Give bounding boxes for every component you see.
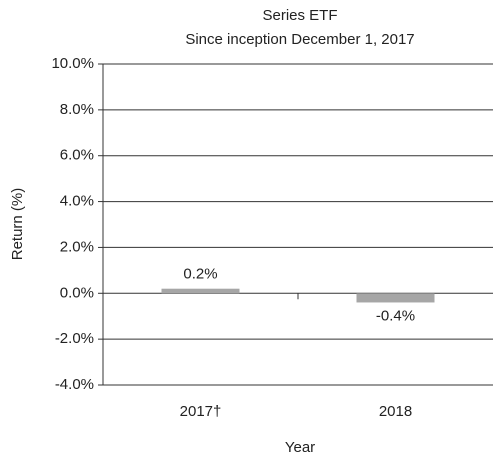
x-tick-label: 2018 <box>379 403 412 420</box>
y-tick-label: 4.0% <box>60 193 94 210</box>
y-tick-label: 0.0% <box>60 284 94 301</box>
y-tick-label: 2.0% <box>60 238 94 255</box>
chart-title: Series ETF <box>262 7 337 24</box>
y-tick-label: -4.0% <box>55 376 94 393</box>
data-label: 0.2% <box>183 266 217 283</box>
x-axis-label: Year <box>285 439 315 456</box>
x-tick-label: 2017† <box>180 403 222 420</box>
y-tick-label: 6.0% <box>60 147 94 164</box>
y-tick-label: -2.0% <box>55 330 94 347</box>
chart-subtitle: Since inception December 1, 2017 <box>185 31 414 48</box>
y-axis-label: Return (%) <box>9 188 26 261</box>
y-tick-label: 8.0% <box>60 101 94 118</box>
y-tick-label: 10.0% <box>51 55 94 72</box>
bar <box>356 293 435 303</box>
bar <box>161 288 240 294</box>
data-label: -0.4% <box>376 307 415 324</box>
